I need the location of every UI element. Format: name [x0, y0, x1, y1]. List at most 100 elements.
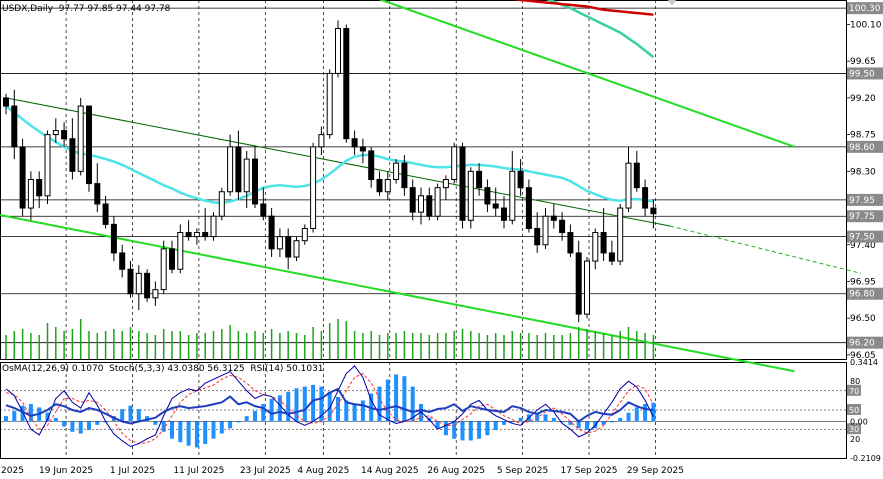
level-label: 97.50	[849, 233, 875, 243]
level-label-box	[847, 336, 883, 349]
trend-projection-line	[669, 225, 862, 274]
y-tick-label: 99.65	[850, 57, 876, 67]
candle-body	[119, 252, 126, 270]
candle-body	[492, 203, 499, 209]
indicator-level-box	[847, 404, 861, 415]
osma-bar	[551, 417, 556, 422]
candle-body	[642, 187, 649, 209]
osma-bar	[634, 407, 639, 422]
osma-bar	[178, 421, 183, 443]
osma-bar	[385, 379, 390, 422]
candle-body	[276, 236, 283, 250]
candle-body	[517, 170, 524, 189]
candle-body	[343, 28, 350, 140]
osma-bar	[327, 391, 332, 422]
candle-body	[326, 72, 333, 136]
osma-bar	[435, 421, 440, 429]
candle-body	[359, 146, 366, 152]
indicator-title: OsMA(12,26,9) 0.1070 Stoch(5,3,3) 43.038…	[2, 364, 324, 374]
osma-bar	[510, 421, 515, 423]
candle-body	[210, 215, 217, 238]
osma-bar	[136, 409, 141, 422]
osma-bar	[78, 421, 83, 434]
level-label-box	[847, 2, 883, 15]
osma-bar	[460, 421, 465, 441]
osma-bar	[211, 421, 216, 439]
candle-body	[135, 272, 142, 295]
indicator-tick-label: 20	[850, 435, 860, 444]
indicator-tick-label: 0.00	[850, 417, 868, 426]
osma-bar	[502, 421, 506, 425]
candle-body	[567, 232, 574, 254]
rsi-line	[5, 387, 654, 425]
indicator-level-label: 50	[849, 406, 859, 415]
candle-body	[335, 28, 341, 74]
candle-body	[401, 162, 408, 189]
candle-body	[110, 223, 117, 254]
candle-body	[310, 146, 317, 229]
osma-bar	[535, 412, 540, 422]
osma-bar	[560, 421, 565, 423]
osma-bar	[161, 421, 166, 432]
x-tick-label: 11 Jul 2025	[173, 466, 224, 476]
candle-body	[27, 179, 34, 209]
candle-body	[102, 203, 109, 225]
candle-body	[559, 219, 566, 234]
candle-body	[77, 105, 84, 172]
candle-body	[633, 162, 640, 189]
candle-body	[293, 240, 300, 258]
osma-bar	[277, 395, 282, 422]
osma-bar	[228, 421, 233, 429]
candle-body	[393, 162, 400, 181]
candle-body	[509, 170, 516, 221]
main-panel-frame	[0, 0, 847, 360]
osma-bar	[45, 412, 50, 422]
candle-body	[550, 215, 557, 221]
candle-body	[69, 138, 76, 172]
candle-body	[152, 289, 159, 299]
candle-body	[169, 248, 175, 270]
y-tick-label: 99.20	[850, 94, 876, 104]
indicator-panel-frame	[0, 362, 847, 459]
osma-bar	[261, 403, 266, 422]
osma-bar	[219, 421, 224, 434]
x-tick-label: 1 Jul 2025	[110, 466, 155, 476]
osma-bar	[311, 384, 316, 422]
candle-body	[418, 195, 424, 213]
candle-body	[19, 146, 26, 209]
candle-body	[376, 179, 383, 193]
x-tick-label: 4 Aug 2025	[297, 466, 349, 476]
osma-bar	[120, 409, 125, 422]
osma-bar	[153, 421, 158, 425]
osma-bar	[236, 421, 241, 423]
indicator-level-label: 70	[849, 387, 859, 396]
y-tick-label: 96.50	[850, 314, 876, 324]
candle-body	[36, 179, 43, 197]
candle-body	[193, 232, 200, 238]
indicator-tick-label: 80	[850, 377, 860, 386]
candle-body	[542, 215, 549, 246]
x-tick-label: 26 Aug 2025	[427, 466, 485, 476]
osma-bar	[253, 410, 257, 422]
candle-body	[426, 195, 433, 217]
level-label: 97.95	[849, 196, 875, 206]
indicator-level-label: 30	[849, 425, 859, 434]
candle-body	[61, 130, 68, 140]
x-tick-label: 23 Jul 2025	[240, 466, 291, 476]
candle-body	[285, 236, 292, 258]
level-label-box	[847, 193, 883, 206]
osma-bar	[20, 405, 25, 422]
y-tick-label: 96.05	[850, 351, 876, 361]
osma-bar	[402, 376, 407, 422]
osma-bar	[28, 403, 33, 422]
osma-bar	[294, 388, 299, 422]
osma-bar	[626, 412, 631, 422]
level-label: 96.20	[849, 339, 875, 349]
osma-bar	[377, 386, 382, 422]
stoch-main-line	[5, 365, 654, 448]
level-label-box	[847, 140, 883, 153]
level-label: 97.75	[849, 212, 875, 222]
osma-bar	[394, 374, 399, 422]
osma-bar	[170, 421, 174, 439]
candle-body	[525, 187, 532, 229]
